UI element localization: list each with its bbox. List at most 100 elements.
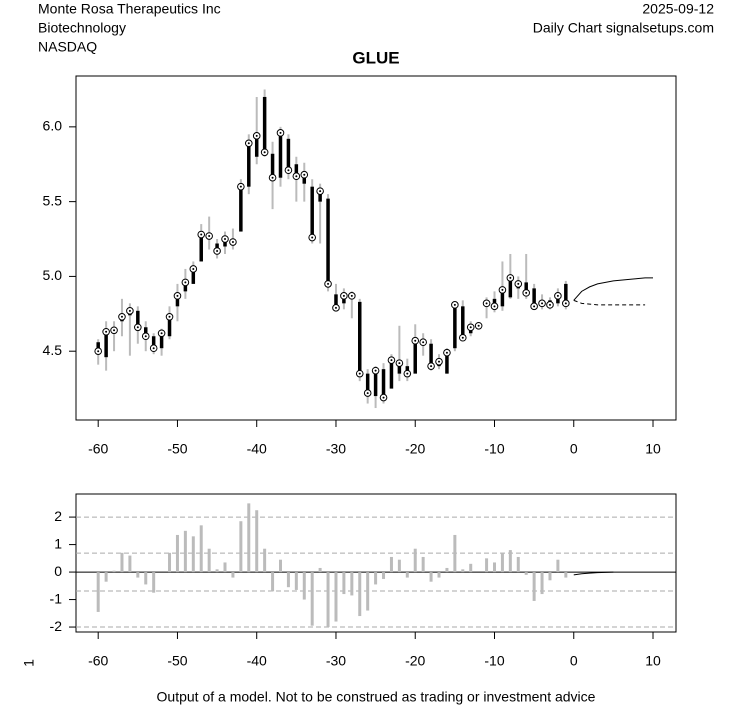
corner-mark: 1 (21, 659, 37, 667)
x-tick-label: 10 (645, 653, 661, 669)
close-dot (231, 241, 234, 244)
y-tick-label: -2 (50, 618, 63, 634)
close-dot (263, 151, 266, 154)
close-dot (406, 372, 409, 375)
close-dot (350, 294, 353, 297)
close-dot (176, 294, 179, 297)
y-tick-label: 2 (54, 508, 62, 524)
x-tick-label: -50 (167, 441, 187, 457)
plot-frame (75, 75, 677, 421)
y-tick-label: 5.5 (43, 192, 63, 208)
x-tick-label: -40 (247, 653, 267, 669)
forecast-line (573, 571, 614, 576)
y-tick-label: 5.0 (43, 267, 63, 283)
close-dot (311, 236, 314, 239)
plot-frame (75, 493, 677, 633)
close-dot (382, 396, 385, 399)
x-tick-label: -40 (247, 441, 267, 457)
close-dot (485, 302, 488, 305)
close-dot (327, 282, 330, 285)
sector: Biotechnology (38, 20, 126, 36)
close-dot (548, 303, 551, 306)
close-dot (192, 267, 195, 270)
x-tick-label: -60 (88, 441, 108, 457)
close-dot (390, 359, 393, 362)
x-tick-label: -10 (484, 441, 504, 457)
close-dot (239, 185, 242, 188)
y-tick-label: -1 (50, 590, 63, 606)
close-dot (501, 288, 504, 291)
close-dot (342, 294, 345, 297)
exchange: NASDAQ (38, 39, 97, 55)
close-dot (136, 326, 139, 329)
x-tick-label: -30 (326, 441, 346, 457)
close-dot (303, 173, 306, 176)
close-dot (564, 302, 567, 305)
close-dot (517, 282, 520, 285)
close-dot (533, 305, 536, 308)
close-dot (461, 336, 464, 339)
close-dot (358, 372, 361, 375)
close-dot (453, 303, 456, 306)
close-dot (152, 347, 155, 350)
source: Daily Chart signalsetups.com (533, 20, 714, 36)
y-tick-label: 1 (54, 535, 62, 551)
close-dot (334, 306, 337, 309)
close-dot (247, 142, 250, 145)
close-dot (541, 302, 544, 305)
close-dot (105, 330, 108, 333)
forecast-line (573, 277, 654, 301)
close-dot (414, 339, 417, 342)
close-dot (200, 233, 203, 236)
close-dot (430, 365, 433, 368)
close-dot (113, 329, 116, 332)
close-dot (224, 238, 227, 241)
chart-title: GLUE (352, 48, 399, 67)
close-dot (128, 309, 131, 312)
close-dot (271, 176, 274, 179)
x-tick-label: 0 (570, 441, 578, 457)
y-tick-label: 4.5 (43, 342, 63, 358)
close-dot (477, 324, 480, 327)
close-dot (120, 315, 123, 318)
close-dot (525, 291, 528, 294)
x-tick-label: 0 (570, 653, 578, 669)
close-dot (556, 294, 559, 297)
y-tick-label: 6.0 (43, 118, 63, 134)
close-dot (469, 326, 472, 329)
close-dot (319, 190, 322, 193)
close-dot (287, 169, 290, 172)
x-tick-label: -20 (405, 441, 425, 457)
close-dot (184, 281, 187, 284)
footer: Output of a model. Not to be construed a… (157, 689, 596, 705)
close-dot (160, 332, 163, 335)
x-tick-label: -50 (167, 653, 187, 669)
close-dot (208, 235, 211, 238)
x-tick-label: -60 (88, 653, 108, 669)
x-tick-label: 10 (645, 441, 661, 457)
close-dot (279, 131, 282, 134)
close-dot (144, 335, 147, 338)
close-dot (445, 351, 448, 354)
close-dot (374, 369, 377, 372)
x-tick-label: -30 (326, 653, 346, 669)
close-dot (97, 350, 100, 353)
x-tick-label: -20 (405, 653, 425, 669)
close-dot (438, 360, 441, 363)
forecast-line (573, 299, 646, 306)
close-dot (366, 392, 369, 395)
close-dot (255, 134, 258, 137)
y-tick-label: 0 (54, 563, 62, 579)
close-dot (216, 249, 219, 252)
date: 2025-09-12 (642, 1, 714, 17)
close-dot (493, 305, 496, 308)
company: Monte Rosa Therapeutics Inc (38, 1, 221, 17)
close-dot (295, 175, 298, 178)
x-tick-label: -10 (484, 653, 504, 669)
close-dot (398, 362, 401, 365)
close-dot (168, 315, 171, 318)
close-dot (422, 341, 425, 344)
close-dot (509, 276, 512, 279)
